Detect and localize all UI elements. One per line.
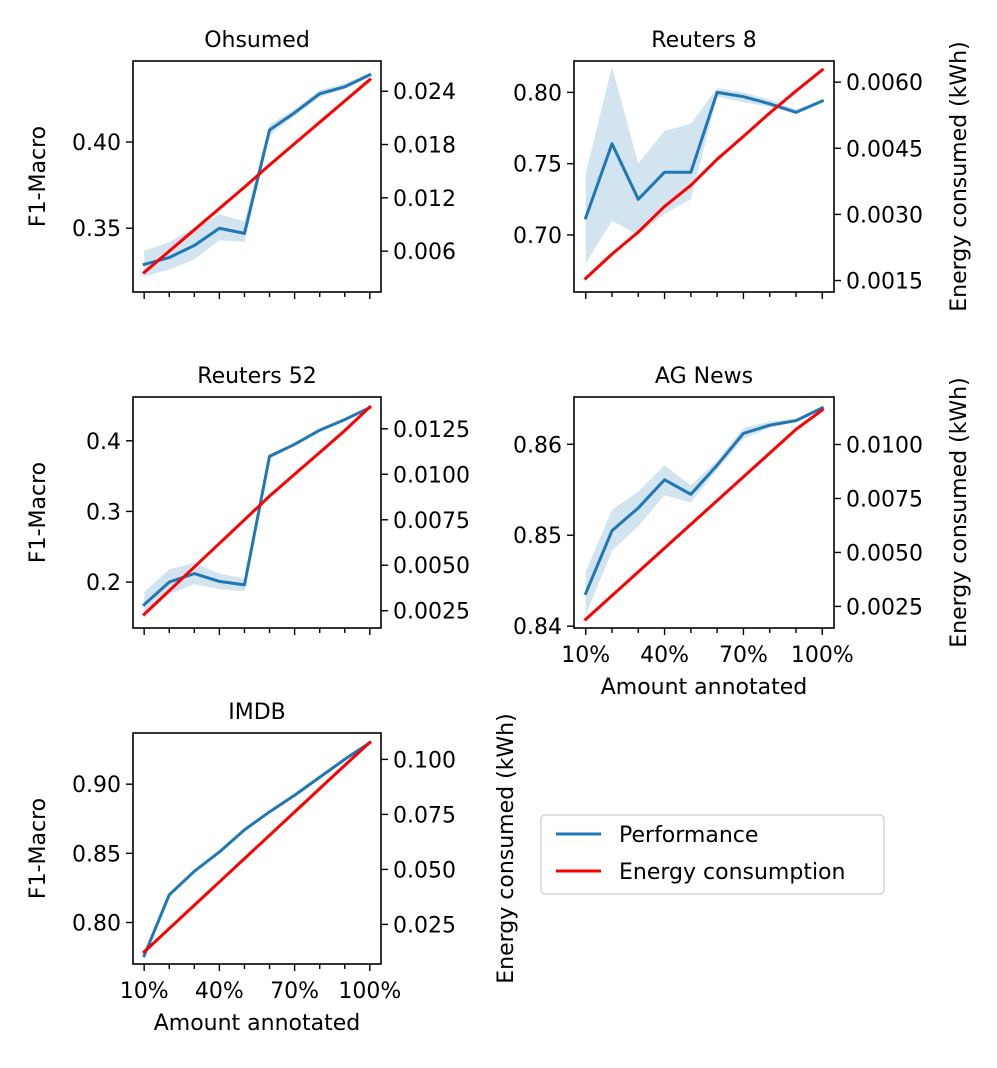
y2-tick-label: 0.006 xyxy=(393,240,456,265)
y-tick-label: 0.3 xyxy=(86,500,121,525)
y-tick-label: 0.84 xyxy=(513,615,562,640)
legend-performance-label: Performance xyxy=(619,823,758,848)
energy-consumption-line xyxy=(583,407,825,622)
y-tick-label: 0.35 xyxy=(72,217,121,242)
y-tick-label: 0.2 xyxy=(86,571,121,596)
legend-frame xyxy=(540,814,885,895)
subplot-ag-news: AG News 10% 40% 70% 100% 0.84 0.85 0.86 0.0025 0.… xyxy=(513,364,972,700)
y2-tick-label: 0.0050 xyxy=(393,554,470,579)
y2-tick-label: 0.100 xyxy=(393,748,456,773)
subplot-title: Ohsumed xyxy=(204,28,310,53)
performance-line xyxy=(142,72,372,267)
legend: Performance Energy consumption xyxy=(540,814,885,895)
y-tick-label: 0.90 xyxy=(72,773,121,798)
subplots: Ohsumed 0.35 0.40 0.006 0.012 0.018 0.024 F1-Ma… xyxy=(26,28,972,1036)
energy-consumption-line xyxy=(142,404,372,617)
y-axis-label: F1-Macro xyxy=(26,462,51,563)
y2-tick-label: 0.0100 xyxy=(393,463,470,488)
y2-tick-label: 0.0125 xyxy=(393,418,470,443)
y2-tick-label: 0.012 xyxy=(393,187,456,212)
y2-axis-label: Energy consumed (kWh) xyxy=(494,713,519,983)
y-tick-label: 0.80 xyxy=(72,912,121,937)
x-tick-label: 70% xyxy=(719,643,768,668)
energy-consumption-line xyxy=(142,740,372,955)
y2-tick-label: 0.0050 xyxy=(846,541,923,566)
x-axis-label: Amount annotated xyxy=(601,675,808,700)
y2-tick-label: 0.0100 xyxy=(846,433,923,458)
performance-line xyxy=(142,740,372,958)
x-tick-label: 100% xyxy=(791,643,854,668)
legend-energy-label: Energy consumption xyxy=(619,860,845,885)
energy-consumption-line xyxy=(142,77,372,275)
performance-line xyxy=(583,90,825,220)
y-tick-label: 0.85 xyxy=(72,842,121,867)
y2-axis-label: Energy consumed (kWh) xyxy=(947,41,972,311)
y2-tick-label: 0.018 xyxy=(393,134,456,159)
axes-frame xyxy=(132,396,382,629)
y2-tick-label: 0.0060 xyxy=(846,71,923,96)
y-axis-label: F1-Macro xyxy=(26,798,51,899)
y2-tick-label: 0.025 xyxy=(393,913,456,938)
axes-frame xyxy=(132,732,382,965)
x-tick-label: 10% xyxy=(561,643,610,668)
subplot-reuters-52: Reuters 52 0.2 0.3 0.4 0.0025 0.0050 0.0075 0.0… xyxy=(26,364,470,635)
x-axis-label: Amount annotated xyxy=(154,1011,361,1036)
performance-line xyxy=(583,405,825,596)
x-tick-label: 70% xyxy=(270,979,319,1004)
subplot-title: Reuters 8 xyxy=(651,28,756,53)
y2-tick-label: 0.0025 xyxy=(393,600,470,625)
y-tick-label: 0.75 xyxy=(513,153,562,178)
y2-tick-label: 0.0075 xyxy=(846,487,923,512)
y-tick-label: 0.86 xyxy=(513,433,562,458)
subplot-title: IMDB xyxy=(228,700,286,725)
axes-frame xyxy=(573,60,835,293)
y-tick-label: 0.4 xyxy=(86,430,121,455)
performance-confidence-band xyxy=(585,66,823,264)
y2-axis-label: Energy consumed (kWh) xyxy=(947,377,972,647)
y-axis-label: F1-Macro xyxy=(26,126,51,227)
axes-frame xyxy=(132,60,382,293)
y2-tick-label: 0.0025 xyxy=(846,595,923,620)
subplot-title: AG News xyxy=(655,364,753,389)
y2-tick-label: 0.0030 xyxy=(846,203,923,228)
y-tick-label: 0.40 xyxy=(72,131,121,156)
subplot-reuters-8: Reuters 8 0.70 0.75 0.80 0.0015 0.0030 0.0045 0… xyxy=(513,28,972,312)
y2-tick-label: 0.0015 xyxy=(846,270,923,295)
y2-tick-label: 0.050 xyxy=(393,858,456,883)
y2-tick-label: 0.075 xyxy=(393,803,456,828)
x-tick-label: 10% xyxy=(120,979,169,1004)
x-tick-label: 40% xyxy=(195,979,244,1004)
y2-tick-label: 0.0075 xyxy=(393,509,470,534)
y2-tick-label: 0.024 xyxy=(393,80,456,105)
x-tick-label: 100% xyxy=(338,979,401,1004)
y-tick-label: 0.80 xyxy=(513,81,562,106)
y-tick-label: 0.85 xyxy=(513,524,562,549)
y2-tick-label: 0.0045 xyxy=(846,137,923,162)
energy-consumption-line xyxy=(583,67,825,281)
subplot-title: Reuters 52 xyxy=(197,364,316,389)
axes-frame xyxy=(573,396,835,629)
subplot-ohsumed: Ohsumed 0.35 0.40 0.006 0.012 0.018 0.024 F1-Ma… xyxy=(26,28,456,299)
x-tick-label: 40% xyxy=(640,643,689,668)
y-tick-label: 0.70 xyxy=(513,224,562,249)
subplot-imdb: IMDB 10% 40% 70% 100% 0.80 0.85 0.90 0.025 0.050 0… xyxy=(26,700,519,1036)
